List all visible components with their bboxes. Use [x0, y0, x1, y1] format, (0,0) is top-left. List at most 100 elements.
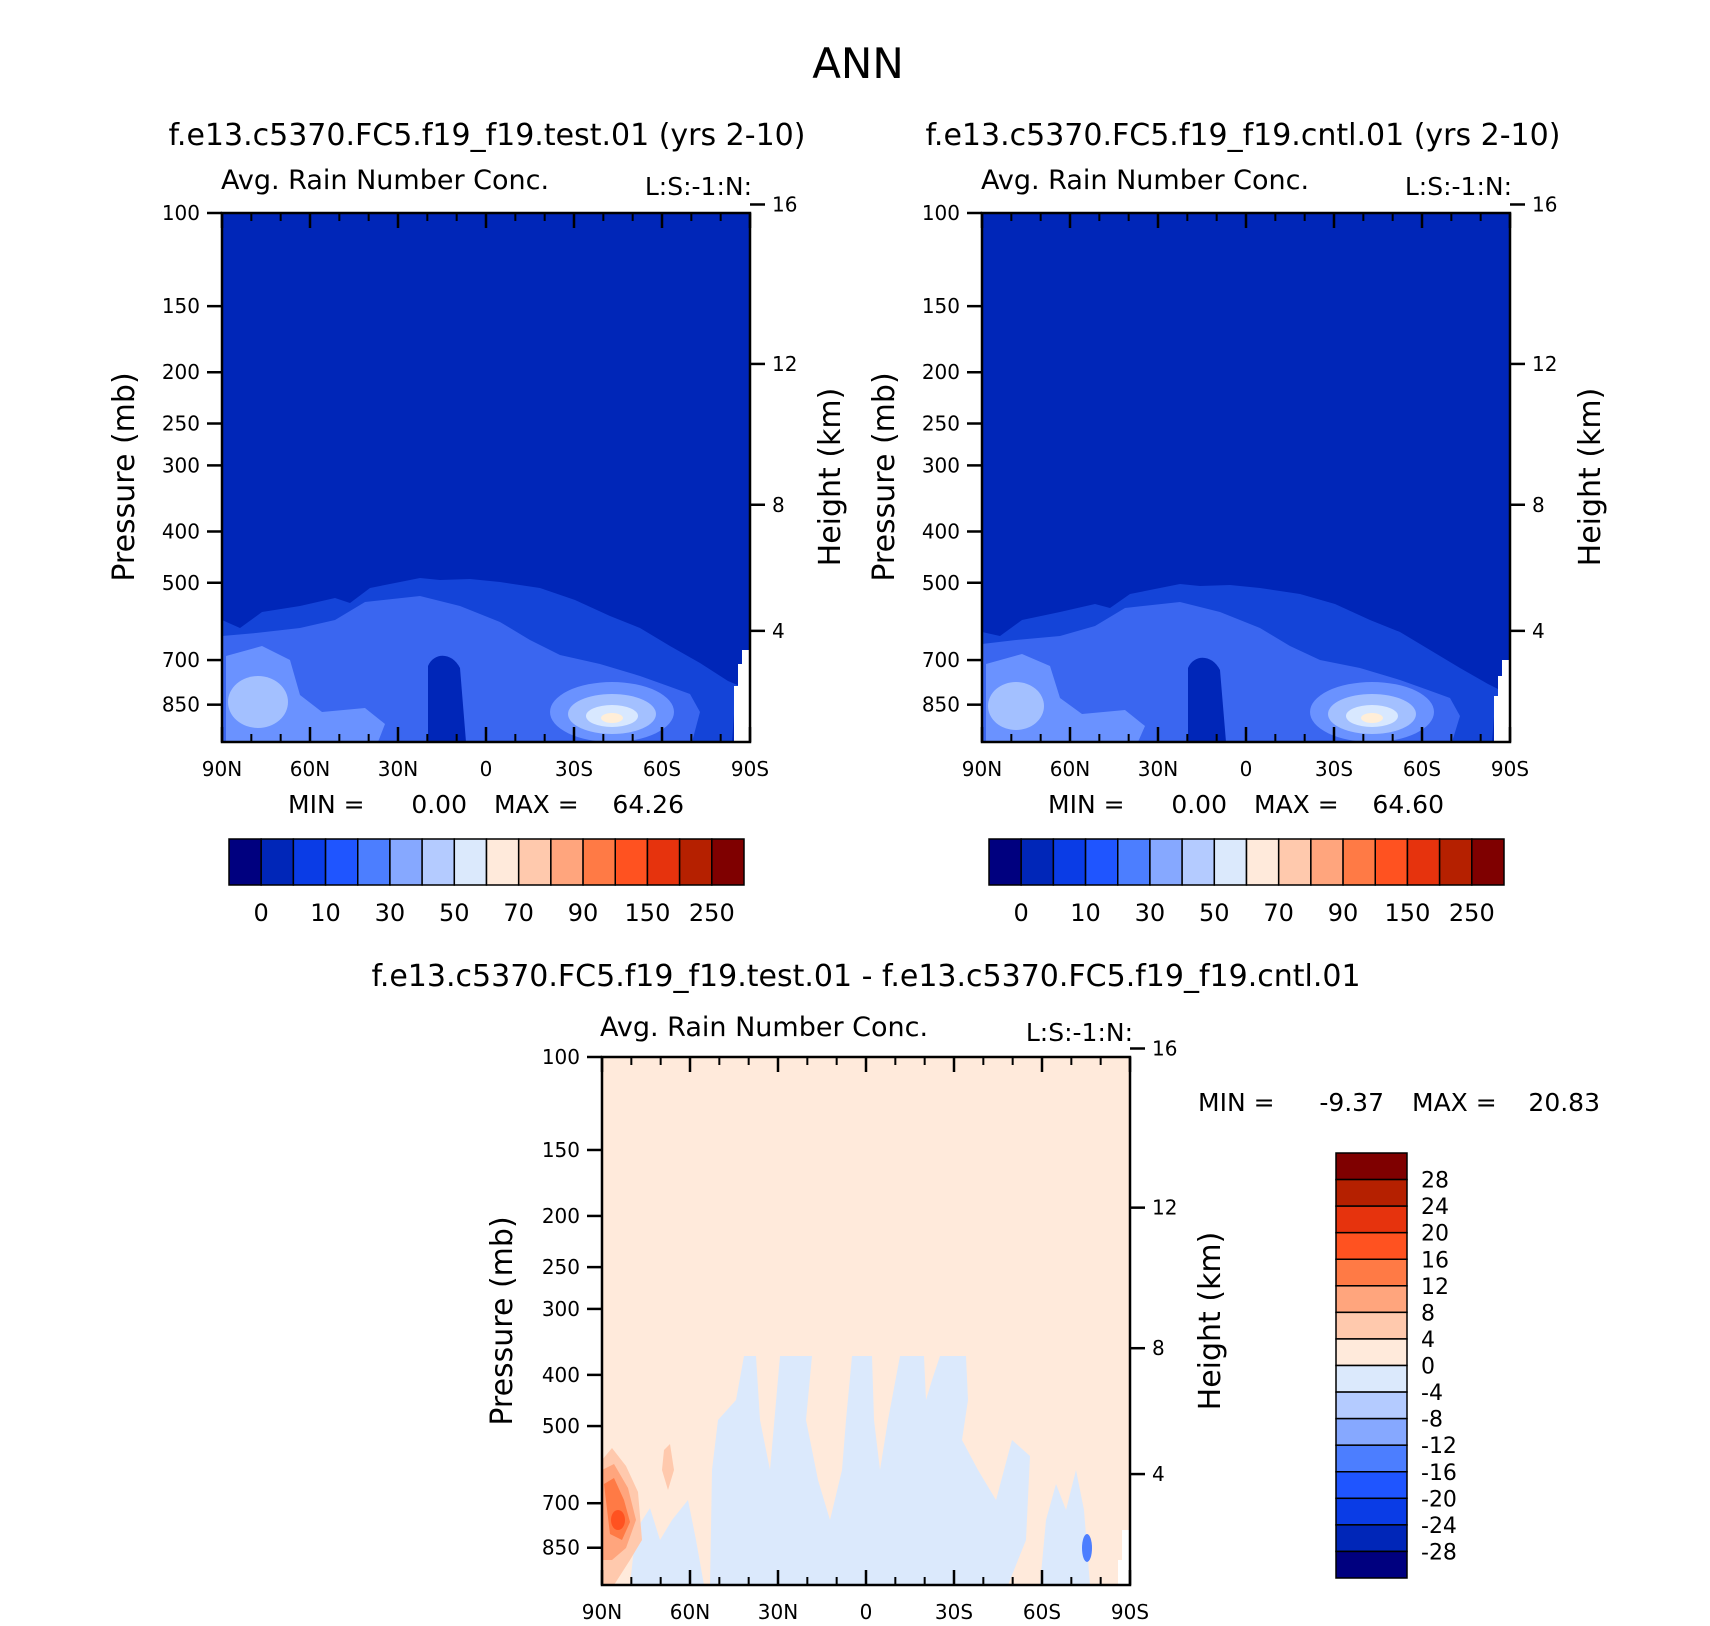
- x-tick-label: 0: [480, 757, 493, 781]
- colorbar-box: [988, 838, 1022, 886]
- colorbar-box: [1181, 838, 1216, 886]
- panel-difference-min-label: MIN =: [1198, 1088, 1275, 1117]
- colorbar-box: [1335, 1364, 1408, 1393]
- colorbar-box: [421, 838, 456, 886]
- panel-difference-ylabel-left: Pressure (mb): [485, 1216, 520, 1425]
- y-height-tick-label: 8: [1532, 493, 1545, 517]
- colorbar-box: [260, 838, 295, 886]
- panel-test-max-label: MAX =: [494, 790, 579, 819]
- colorbar-box: [1335, 1338, 1408, 1367]
- y-height-tick-label: 8: [772, 493, 785, 517]
- panel-difference-positive-peak: [611, 1510, 625, 1530]
- y-pressure-tick-label: 850: [542, 1536, 580, 1560]
- y-pressure-tick-label: 300: [542, 1297, 580, 1321]
- colorbar-label: 16: [1421, 1248, 1449, 1273]
- x-tick-label: 90S: [1111, 1600, 1149, 1624]
- y-pressure-tick-label: 200: [542, 1204, 580, 1228]
- panel-test-max-value: 64.26: [612, 790, 684, 819]
- y-pressure-tick-label: 250: [542, 1255, 580, 1279]
- colorbar-label: 50: [439, 899, 470, 927]
- y-pressure-tick-label: 400: [542, 1363, 580, 1387]
- colorbar-box: [1335, 1231, 1408, 1260]
- colorbar-label: 10: [1070, 899, 1101, 927]
- colorbar-box: [582, 838, 616, 886]
- y-pressure-tick-label: 850: [162, 693, 200, 717]
- colorbar-label: 12: [1421, 1275, 1449, 1300]
- panel-test-ylabel-right: Height (km): [813, 388, 848, 567]
- y-pressure-tick-label: 700: [542, 1491, 580, 1515]
- panel-test-axes: 90N 60N 30N 0 30S 60S 90S 100 150 200 250 300 400 500…: [162, 192, 798, 781]
- colorbar-box: [1335, 1285, 1408, 1314]
- panel-difference-negative-region-east: [1040, 1470, 1090, 1585]
- colorbar-label: 8: [1421, 1301, 1435, 1326]
- y-height-tick-label: 16: [1532, 192, 1557, 216]
- colorbar-label: 150: [1385, 899, 1431, 927]
- colorbar-box: [1310, 838, 1344, 886]
- panel-test-min-value: 0.00: [411, 790, 467, 819]
- x-tick-label: 60N: [670, 1600, 710, 1624]
- x-tick-label: 30N: [758, 1600, 798, 1624]
- panel-difference-max-value: 20.83: [1528, 1088, 1600, 1117]
- y-height-tick-label: 16: [772, 192, 797, 216]
- colorbar-box: [1335, 1417, 1408, 1446]
- panel-control-max-label: MAX =: [1254, 790, 1339, 819]
- y-pressure-tick-label: 500: [162, 571, 200, 595]
- colorbar-box: [1245, 838, 1280, 886]
- y-pressure-tick-label: 150: [162, 294, 200, 318]
- panel-test-colorbar: 0 10 30 50 70 90 150 250: [228, 838, 745, 927]
- y-pressure-tick-label: 250: [162, 412, 200, 436]
- colorbar-box: [1335, 1311, 1408, 1340]
- y-pressure-tick-label: 500: [922, 571, 960, 595]
- panel-control-min-value: 0.00: [1171, 790, 1227, 819]
- y-height-tick-label: 4: [1532, 619, 1545, 643]
- panel-control-tag: L:S:-1:N:: [1405, 172, 1512, 201]
- colorbar-label: 0: [1014, 899, 1029, 927]
- colorbar-box: [614, 838, 649, 886]
- colorbar-label: 90: [1328, 899, 1359, 927]
- panel-test-plot: [220, 211, 752, 744]
- colorbar-label: 24: [1421, 1195, 1449, 1220]
- panel-test-tag: L:S:-1:N:: [645, 172, 752, 201]
- colorbar-label: 4: [1421, 1328, 1435, 1353]
- colorbar-label: 0: [1421, 1355, 1435, 1380]
- colorbar-label: 0: [254, 899, 269, 927]
- x-tick-label: 30N: [378, 757, 418, 781]
- y-height-tick-label: 8: [1152, 1336, 1165, 1360]
- colorbar-label: 70: [1263, 899, 1294, 927]
- colorbar-box: [1335, 1497, 1408, 1526]
- panel-difference-max-label: MAX =: [1412, 1088, 1497, 1117]
- colorbar-box: [1213, 838, 1248, 886]
- colorbar-box: [711, 838, 745, 886]
- colorbar-box: [1149, 838, 1183, 886]
- y-pressure-tick-label: 700: [162, 648, 200, 672]
- colorbar-box: [1374, 838, 1409, 886]
- x-tick-label: 90N: [962, 757, 1002, 781]
- colorbar-label: 10: [310, 899, 341, 927]
- panel-difference-case-title: f.e13.c5370.FC5.f19_f19.test.01 - f.e13.…: [371, 959, 1360, 994]
- x-tick-label: 0: [1240, 757, 1253, 781]
- panel-control-ylabel-left: Pressure (mb): [867, 372, 902, 581]
- y-pressure-tick-label: 500: [542, 1414, 580, 1438]
- x-tick-label: 30S: [1315, 757, 1353, 781]
- panel-control: f.e13.c5370.FC5.f19_f19.cntl.01 (yrs 2-1…: [867, 118, 1608, 927]
- colorbar-label: 250: [689, 899, 735, 927]
- panel-difference-missing-data: [1118, 1530, 1130, 1585]
- colorbar-box: [453, 838, 488, 886]
- colorbar-box: [324, 838, 359, 886]
- panel-control-plot: [980, 211, 1512, 744]
- y-pressure-tick-label: 200: [922, 360, 960, 384]
- page-title: ANN: [812, 39, 904, 88]
- x-tick-label: 30N: [1138, 757, 1178, 781]
- colorbar-label: 150: [625, 899, 671, 927]
- panel-difference-positive-patch: [662, 1444, 674, 1490]
- colorbar-box: [1084, 838, 1119, 886]
- colorbar-box: [550, 838, 584, 886]
- panel-control-field-dip: [1188, 657, 1226, 742]
- y-height-tick-label: 16: [1152, 1036, 1177, 1060]
- colorbar-box: [389, 838, 423, 886]
- colorbar-box: [1020, 838, 1055, 886]
- y-height-tick-label: 4: [772, 619, 785, 643]
- colorbar-label: -12: [1421, 1434, 1457, 1459]
